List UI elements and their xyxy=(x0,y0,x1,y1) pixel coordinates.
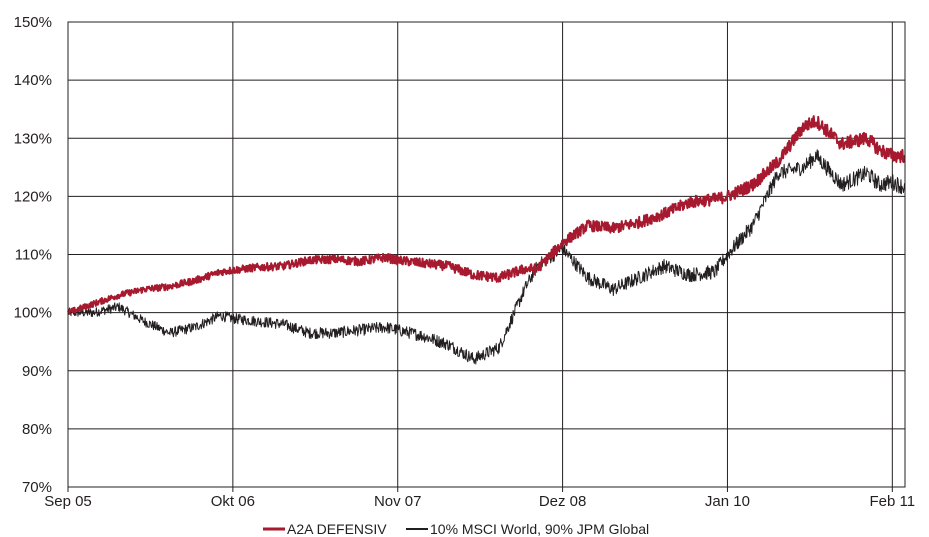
legend-label-a2a-defensiv: A2A DEFENSIV xyxy=(287,521,387,537)
x-tick-label: Nov 07 xyxy=(374,493,422,510)
y-axis-ticks: 150%140%130%120%110%100%90%80%70% xyxy=(14,14,52,496)
x-tick-label: Feb 11 xyxy=(870,493,916,510)
y-tick-label: 100% xyxy=(14,305,52,322)
series-line-msci-jpm xyxy=(68,150,905,364)
gridlines xyxy=(68,22,905,487)
y-tick-label: 80% xyxy=(22,421,52,438)
legend: A2A DEFENSIV 10% MSCI World, 90% JPM Glo… xyxy=(263,521,649,537)
x-tick-label: Okt 06 xyxy=(211,493,255,510)
x-tick-label: Dez 08 xyxy=(539,493,587,510)
x-tick-label: Sep 05 xyxy=(44,493,92,510)
y-tick-label: 130% xyxy=(14,130,52,147)
series-lines xyxy=(68,116,905,364)
y-tick-label: 120% xyxy=(14,188,52,205)
y-tick-label: 150% xyxy=(14,14,52,31)
y-tick-label: 140% xyxy=(14,72,52,89)
x-axis-ticks: Sep 05 Okt 06 Nov 07 Dez 08 Jan 10 Feb 11 xyxy=(44,487,915,510)
y-tick-label: 90% xyxy=(22,363,52,380)
x-tick-label: Jan 10 xyxy=(705,493,750,510)
legend-label-msci-jpm: 10% MSCI World, 90% JPM Global xyxy=(430,521,649,537)
series-line-a2a-defensiv xyxy=(68,116,905,314)
y-tick-label: 110% xyxy=(15,247,52,264)
